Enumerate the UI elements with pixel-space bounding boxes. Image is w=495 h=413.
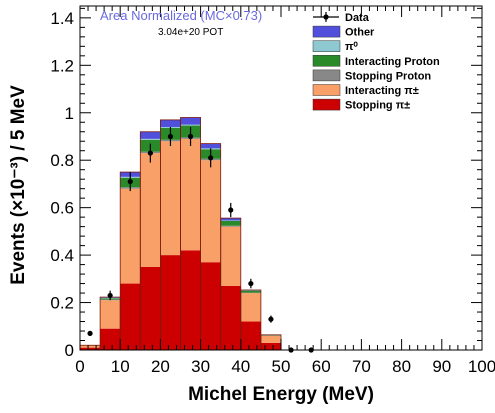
x-tick-label: 30 [191,357,210,376]
x-tick-label: 100 [468,357,495,376]
bar-series1-bin2 [120,188,141,284]
bar-series4-bin3 [140,138,161,140]
bar-series1-bin9 [260,335,281,343]
x-tick-label: 70 [352,357,371,376]
legend-label-6: Stopping π± [345,100,410,112]
legend-swatch-1 [312,25,341,38]
x-tick-label: 20 [151,357,170,376]
data-point-3 [147,150,153,156]
legend-label-0: Data [345,12,370,24]
bar-series0-bin1 [100,328,121,350]
bar-series0-bin4 [160,255,181,350]
y-tick-label: 0 [65,341,74,360]
bar-series3-bin7 [220,220,241,226]
legend-label-5: Interacting π± [345,85,419,97]
legend-swatch-3 [312,55,341,67]
bar-series1-bin8 [240,293,261,322]
data-point-6 [208,155,214,161]
data-point-0 [87,330,93,336]
bar-series1-bin0 [80,345,101,348]
bar-series0-bin5 [180,250,201,350]
bar-series4-bin5 [180,124,201,126]
normalization-annotation: Area Normalized (MC×0.73) [100,8,262,23]
bar-series1-bin6 [200,160,221,263]
x-tick-label: 40 [231,357,250,376]
bar-series3-bin8 [240,290,261,293]
bar-series2-bin7 [220,225,241,227]
bar-series1-bin3 [140,153,161,267]
bar-series1-bin1 [100,300,121,329]
x-tick-label: 0 [75,357,84,376]
bar-series5-bin3 [140,131,161,139]
y-tick-label: 1 [65,104,74,123]
data-point-5 [187,133,194,140]
bar-series5-bin6 [200,143,221,149]
x-tick-label: 50 [272,357,291,376]
axes: 0 10 20 30 40 50 60 70 80 90 100 0 0.2 0.4 0.6 0.8 1 1.2 1… [50,5,495,376]
bar-series5-bin4 [160,119,181,127]
data-points [87,126,314,353]
legend-swatch-5 [312,84,341,96]
legend-label-2: π⁰ [345,41,358,53]
legend-data-marker [323,14,329,20]
bar-series0-bin9 [260,342,281,350]
data-point-7 [228,207,234,213]
legend: Data Other π⁰ Interacting Proton Stopping Pr… [312,12,440,112]
bar-series0-bin7 [220,285,241,350]
legend-swatch-6 [312,98,341,111]
bar-series0-bin2 [120,283,141,350]
histogram-bars [79,117,282,351]
bar-series0-bin0 [80,347,101,350]
y-tick-label: 0.2 [50,294,74,313]
legend-swatch-2 [312,40,341,52]
x-axis-title: Michel Energy (MeV) [188,384,374,405]
data-point-2 [127,178,133,185]
y-tick-label: 0.4 [50,246,74,265]
bar-series5-bin5 [180,117,201,125]
x-tick-label: 80 [392,357,411,376]
y-tick-label: 1.4 [50,9,74,28]
x-tick-label: 90 [432,357,451,376]
y-tick-label: 0.8 [50,151,74,170]
data-point-4 [167,133,174,140]
legend-swatch-4 [312,69,341,82]
bar-series1-bin7 [220,226,241,286]
y-tick-label: 1.2 [50,56,74,75]
bar-series0-bin8 [240,321,261,350]
x-tick-label: 60 [312,357,331,376]
x-tick-label: 10 [111,357,130,376]
y-tick-label: 0.6 [50,199,74,218]
pot-annotation: 3.04e+20 POT [158,27,223,38]
bar-series0-bin6 [200,262,221,350]
data-point-8 [248,280,254,287]
bar-series1-bin4 [160,141,181,256]
legend-label-3: Interacting Proton [345,56,440,68]
legend-label-1: Other [345,27,375,39]
data-point-1 [107,292,113,299]
data-point-9 [268,316,274,322]
bar-series1-bin5 [180,138,201,251]
legend-label-4: Stopping Proton [345,70,431,82]
bar-series5-bin7 [220,218,241,221]
y-axis-title: Events (×10⁻³) / 5 MeV [8,85,29,285]
bar-series0-bin3 [140,266,161,350]
